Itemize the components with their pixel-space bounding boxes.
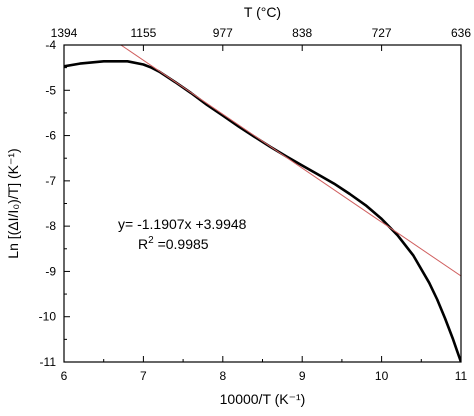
x-tick-label: 7 — [140, 369, 147, 383]
y-tick-label: -8 — [45, 219, 56, 233]
top-tick-label: 1155 — [130, 26, 156, 40]
x-tick-label: 6 — [61, 369, 68, 383]
fit-equation-label: y= -1.1907x +3.9948 — [118, 216, 247, 232]
top-tick-label: 1394 — [51, 26, 78, 40]
top-tick-label: 727 — [372, 26, 392, 40]
r-squared-label: R2 =0.9985 — [138, 235, 209, 252]
x-axis-title: 10000/T (K⁻¹) — [220, 391, 306, 407]
y-tick-label: -7 — [45, 174, 56, 188]
top-tick-label: 977 — [213, 26, 233, 40]
data-curve — [64, 59, 461, 362]
x-tick-label: 8 — [219, 369, 226, 383]
r-squared-base: R — [138, 236, 148, 252]
top-tick-label: 838 — [292, 26, 312, 40]
y-tick-label: -6 — [45, 129, 56, 143]
y-tick-label: -9 — [45, 264, 56, 278]
top-tick-label: 636 — [451, 26, 471, 40]
y-tick-label: -10 — [39, 310, 57, 324]
top-axis-title: T (°C) — [244, 4, 281, 20]
linear-fit-line — [120, 45, 461, 277]
y-axis-title: Ln [(ΔI/I₀)/T] (K⁻¹) — [5, 148, 21, 258]
y-tick-label: -11 — [40, 355, 57, 369]
r-squared-exponent: 2 — [148, 235, 154, 246]
x-tick-label: 9 — [299, 369, 306, 383]
plot-frame — [63, 44, 462, 363]
y-tick-label: -4 — [45, 38, 56, 52]
x-tick-label: 11 — [455, 369, 468, 383]
r-squared-value: =0.9985 — [154, 236, 209, 252]
y-tick-label: -5 — [45, 83, 56, 97]
x-tick-label: 10 — [375, 369, 389, 383]
